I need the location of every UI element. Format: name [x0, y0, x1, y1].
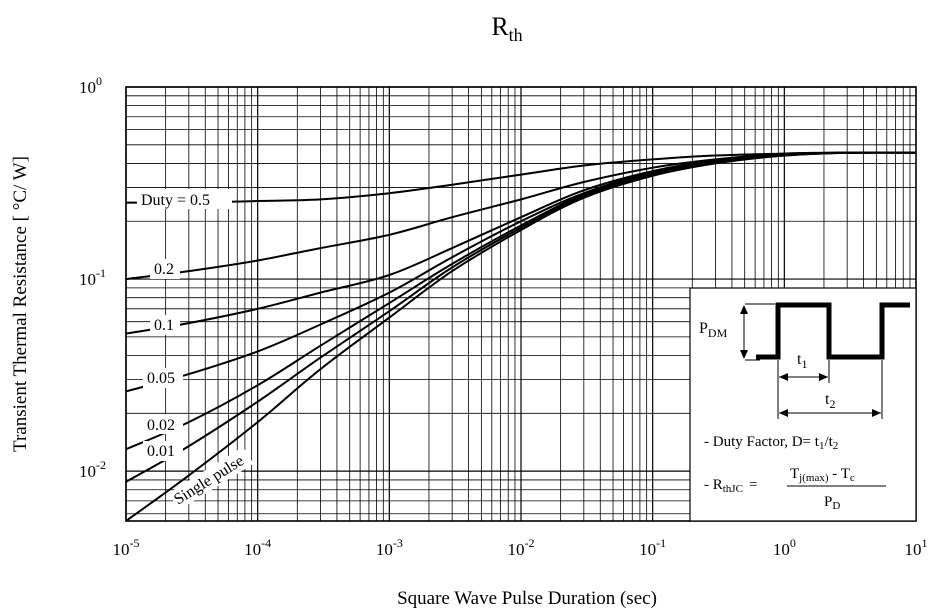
chart-title: Rth	[491, 12, 522, 45]
chart-title-sub: th	[509, 25, 523, 45]
y-tick-labels: 100 10-1 10-2	[79, 74, 106, 481]
curve-series-6	[125, 151, 917, 522]
y-axis-label: Transient Thermal Resistance [ °C/ W]	[10, 156, 31, 452]
label-duty-0.05: 0.05	[147, 370, 175, 387]
rthjc-denominator: PD	[824, 494, 840, 512]
x-tick-label: 10-5	[113, 536, 140, 559]
pdm-label: PDM	[699, 320, 728, 340]
chart-title-main: R	[491, 12, 509, 41]
label-duty-0.2: 0.2	[154, 261, 174, 278]
x-axis-label: Square Wave Pulse Duration (sec)	[397, 588, 657, 609]
curves	[125, 151, 917, 522]
x-tick-label: 10-2	[508, 536, 535, 559]
t1-label: t1	[797, 351, 807, 371]
t2-label: t2	[825, 391, 835, 411]
pulse-waveform	[756, 302, 910, 360]
x-tick-label: 100	[773, 536, 796, 559]
x-tick-label: 10-3	[376, 536, 403, 559]
label-duty-0.5: Duty = 0.5	[141, 192, 210, 209]
rthjc-numerator: Tj(max) - Tc	[790, 466, 855, 484]
y-tick-label: 100	[79, 74, 102, 97]
duty-factor-formula: - Duty Factor, D= t1/t2	[704, 434, 838, 452]
label-duty-0.1: 0.1	[154, 317, 174, 334]
inset-box: PDM t1 t2 - Duty Factor, D= t1/t2 - RthJ…	[689, 287, 917, 522]
y-tick-label: 10-1	[79, 266, 106, 289]
x-tick-label: 10-4	[244, 536, 271, 559]
y-tick-label: 10-2	[79, 458, 106, 481]
label-duty-0.02: 0.02	[147, 417, 175, 434]
x-tick-labels: 10-5 10-4 10-3 10-2 10-1 100 101	[113, 536, 928, 559]
rthjc-label: - RthJC =	[704, 477, 757, 495]
x-tick-label: 101	[905, 536, 928, 559]
label-duty-0.01: 0.01	[147, 443, 175, 460]
grid-lines	[125, 86, 916, 521]
x-tick-label: 10-1	[639, 536, 666, 559]
